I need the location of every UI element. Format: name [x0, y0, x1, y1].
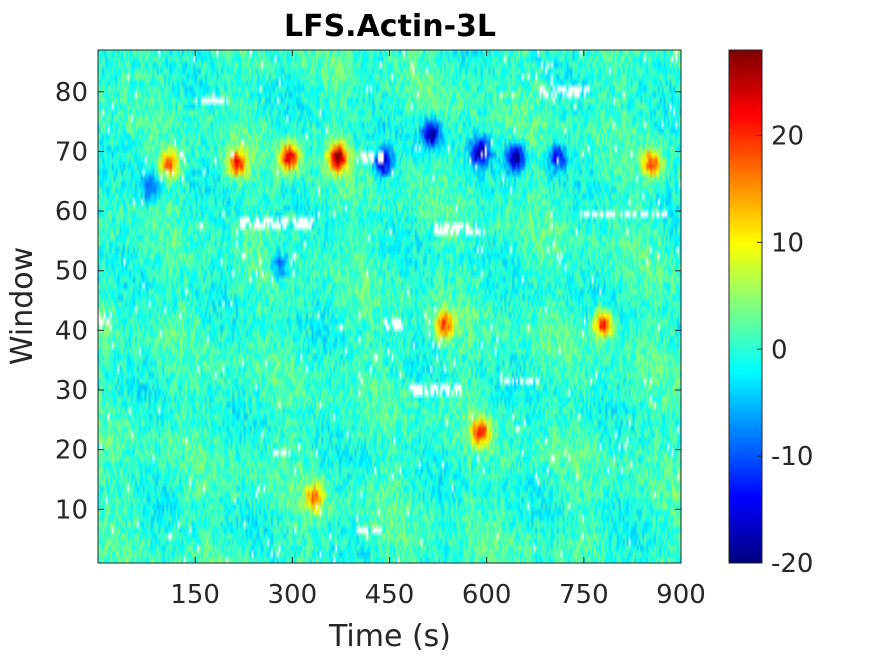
colorbar-tick-label: -10	[771, 442, 813, 472]
heatmap-cells	[98, 50, 681, 563]
y-axis-label: Window	[5, 247, 40, 365]
y-tick-label: 30	[55, 376, 88, 406]
y-axis-ticks: 10 20 30 40 50 60 70 80	[55, 78, 681, 525]
y-tick-label: 60	[55, 197, 88, 227]
y-tick-label: 40	[55, 316, 88, 346]
x-tick-label: 750	[559, 580, 609, 610]
x-tick-label: 150	[170, 580, 220, 610]
plot-area	[97, 49, 682, 564]
chart-title: LFS.Actin-3L	[284, 9, 496, 44]
colorbar: -20 -10 0 10 20	[728, 49, 813, 579]
x-tick-label: 300	[268, 580, 318, 610]
x-axis-ticks: 150 300 450 600 750 900	[170, 50, 706, 610]
colorbar-tick-label: 10	[771, 228, 804, 258]
colorbar-frame	[728, 49, 763, 564]
x-tick-label: 600	[462, 580, 512, 610]
x-tick-label: 900	[656, 580, 706, 610]
colorbar-tick-label: 20	[771, 122, 804, 152]
colorbar-tick-label: 0	[771, 335, 788, 365]
y-tick-label: 10	[55, 495, 88, 525]
x-axis-label: Time (s)	[328, 619, 451, 654]
y-tick-label: 50	[55, 257, 88, 287]
y-tick-label: 80	[55, 78, 88, 108]
x-tick-label: 450	[365, 580, 415, 610]
colorbar-ticks: -20 -10 0 10 20	[757, 122, 813, 579]
colorbar-gradient	[729, 50, 762, 563]
y-tick-label: 20	[55, 436, 88, 466]
y-tick-label: 70	[55, 137, 88, 167]
colorbar-tick-label: -20	[771, 549, 813, 579]
